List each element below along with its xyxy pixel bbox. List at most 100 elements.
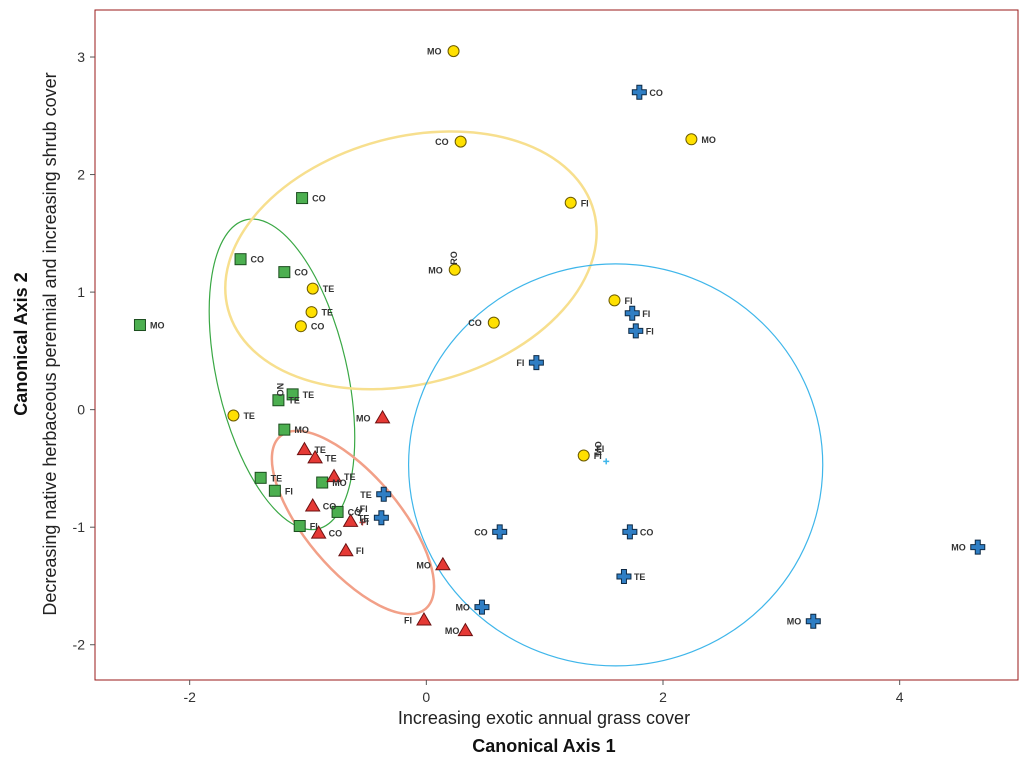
point-label: TE	[243, 411, 255, 421]
triangle-point	[310, 525, 327, 539]
cross-point	[628, 323, 644, 339]
point-label: FI	[310, 522, 318, 532]
point-label: CO	[640, 527, 654, 537]
y-tick-label: -1	[73, 519, 86, 535]
square-point	[293, 520, 306, 533]
point-label: FI	[404, 616, 412, 626]
small-mark	[603, 458, 610, 465]
triangle-point	[416, 612, 432, 626]
point-label: TE	[271, 473, 283, 483]
point-label: CO	[329, 529, 343, 539]
point-label: MO	[787, 617, 802, 627]
x-axis-title: Canonical Axis 1	[472, 736, 615, 756]
point-label: FI	[594, 451, 602, 461]
square-point	[286, 388, 299, 401]
triangle-point	[342, 513, 359, 527]
point-label: MO	[445, 626, 460, 636]
cross-point	[474, 599, 490, 615]
y-tick-label: 0	[77, 402, 85, 418]
square-point	[272, 394, 285, 407]
point-label: MO	[150, 321, 165, 331]
point-label: FI	[361, 517, 369, 527]
stray-label: RO	[449, 251, 459, 265]
stray-label: C	[354, 506, 364, 513]
point-label: TE	[314, 445, 326, 455]
circle-point	[564, 196, 577, 209]
ellipse-green	[208, 218, 356, 531]
y-axis-title: Canonical Axis 2	[11, 272, 31, 415]
point-label: TE	[360, 490, 372, 500]
cross-point	[528, 355, 544, 371]
point-label: TE	[358, 513, 370, 523]
point-label: MO	[951, 543, 966, 553]
triangle-point	[374, 409, 391, 424]
circle-point	[608, 294, 621, 307]
x-tick-label: 4	[896, 689, 904, 705]
circle-point	[294, 320, 307, 333]
point-label: CO	[251, 255, 264, 265]
triangle-point	[457, 622, 474, 637]
square-point	[296, 192, 309, 205]
point-label: FI	[516, 358, 524, 368]
point-label: FI	[581, 198, 589, 208]
point-label: TE	[344, 472, 356, 482]
point-label: TE	[325, 453, 337, 463]
cross-point	[376, 486, 392, 502]
stray-label: MO	[593, 441, 603, 456]
triangle-point	[304, 498, 321, 512]
point-label: CO	[294, 268, 308, 278]
triangle-point	[337, 542, 354, 557]
square-point	[133, 319, 146, 332]
circle-point	[454, 135, 467, 148]
y-tick-label: -2	[73, 637, 86, 653]
square-point	[254, 471, 267, 484]
x-tick-label: 0	[422, 689, 430, 705]
circle-point	[685, 133, 698, 146]
x-tick-label: -2	[183, 689, 196, 705]
point-label: MO	[416, 560, 431, 570]
y-axis-subtitle: Decreasing native herbaceous perennial a…	[40, 72, 60, 615]
point-label: TE	[288, 396, 300, 406]
point-label: MO	[427, 47, 442, 57]
point-label: MO	[294, 425, 309, 435]
circle-point	[577, 449, 590, 462]
point-label: CO	[348, 507, 362, 517]
point-label: FI	[285, 486, 293, 496]
triangle-point	[296, 441, 313, 456]
stray-label: NO	[275, 383, 285, 397]
point-label: TE	[323, 284, 335, 294]
point-label: CO	[649, 88, 663, 98]
ellipse-yellow	[224, 130, 598, 391]
point-label: CO	[435, 137, 449, 147]
point-label: CO	[323, 502, 337, 512]
cross-point	[624, 305, 640, 321]
point-label: CO	[312, 194, 326, 204]
circle-point	[227, 409, 240, 422]
point-label: CO	[311, 322, 325, 332]
cross-point	[805, 613, 821, 629]
x-axis-subtitle: Increasing exotic annual grass cover	[398, 708, 690, 728]
cross-point	[492, 524, 508, 540]
point-label: CO	[468, 318, 482, 328]
cross-point	[373, 510, 389, 526]
y-tick-label: 2	[77, 167, 85, 183]
cross-point	[622, 524, 638, 540]
circle-point	[487, 316, 500, 329]
circle-point	[306, 282, 319, 295]
square-point	[278, 266, 291, 279]
ellipse-blue	[407, 263, 824, 667]
point-label: CO	[474, 527, 488, 537]
x-tick-label: 2	[659, 689, 667, 705]
point-label: MO	[332, 478, 347, 488]
point-label: FI	[642, 309, 650, 319]
square-point	[316, 476, 329, 489]
circle-point	[305, 306, 318, 319]
y-tick-label: 1	[77, 284, 85, 300]
cross-point	[631, 84, 647, 100]
square-point	[268, 484, 281, 497]
triangle-point	[326, 468, 342, 483]
cross-point	[616, 569, 632, 585]
point-label: TE	[322, 308, 334, 318]
